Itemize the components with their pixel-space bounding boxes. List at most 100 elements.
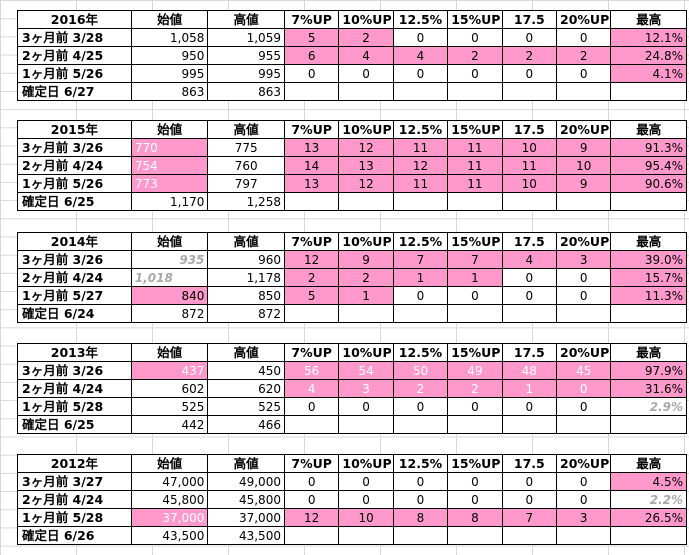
high-cell[interactable]: 863	[207, 82, 285, 101]
count-cell[interactable]: 12	[338, 138, 394, 157]
high-cell[interactable]: 955	[207, 46, 285, 65]
count-cell[interactable]: 0	[338, 472, 394, 491]
empty-cell[interactable]	[610, 192, 687, 211]
empty-cell[interactable]	[555, 82, 612, 101]
row-label[interactable]: 確定日 6/25	[17, 415, 132, 434]
row-label[interactable]: 2ヶ月前 4/24	[17, 379, 132, 398]
row-label[interactable]: 確定日 6/26	[17, 526, 132, 545]
header-17-5[interactable]: 17.5	[501, 454, 558, 473]
max-cell[interactable]: 95.4%	[610, 156, 687, 175]
header-15up[interactable]: 15%UP	[447, 10, 503, 29]
count-cell[interactable]: 2	[447, 379, 503, 398]
start-cell[interactable]: 935	[130, 250, 209, 269]
max-cell[interactable]: 2.9%	[610, 397, 687, 416]
count-cell[interactable]: 11	[392, 174, 449, 193]
header-10up[interactable]: 10%UP	[338, 454, 394, 473]
header-max[interactable]: 最高	[610, 343, 687, 362]
start-cell[interactable]: 43,500	[130, 526, 209, 545]
count-cell[interactable]: 12	[338, 174, 394, 193]
header-17-5[interactable]: 17.5	[501, 232, 558, 251]
empty-cell[interactable]	[338, 415, 394, 434]
high-cell[interactable]: 760	[207, 156, 285, 175]
max-cell[interactable]: 15.7%	[610, 268, 687, 287]
max-cell[interactable]: 11.3%	[610, 286, 687, 305]
row-label[interactable]: 2ヶ月前 4/24	[17, 156, 132, 175]
count-cell[interactable]: 0	[501, 286, 558, 305]
year-cell[interactable]: 2016年	[17, 10, 132, 29]
row-label[interactable]: 1ヶ月前 5/28	[17, 508, 132, 527]
max-cell[interactable]: 91.3%	[610, 138, 687, 157]
count-cell[interactable]: 9	[555, 174, 612, 193]
max-cell[interactable]: 4.1%	[610, 64, 687, 83]
header-15up[interactable]: 15%UP	[447, 232, 503, 251]
count-cell[interactable]: 13	[338, 156, 394, 175]
empty-cell[interactable]	[610, 415, 687, 434]
high-cell[interactable]: 49,000	[207, 472, 285, 491]
year-cell[interactable]: 2015年	[17, 120, 132, 139]
empty-cell[interactable]	[283, 526, 340, 545]
count-cell[interactable]: 0	[555, 379, 612, 398]
count-cell[interactable]: 0	[447, 472, 503, 491]
high-cell[interactable]: 850	[207, 286, 285, 305]
count-cell[interactable]: 0	[392, 490, 449, 509]
count-cell[interactable]: 14	[283, 156, 340, 175]
high-cell[interactable]: 43,500	[207, 526, 285, 545]
count-cell[interactable]: 0	[447, 490, 503, 509]
count-cell[interactable]: 0	[501, 397, 558, 416]
count-cell[interactable]: 4	[283, 379, 340, 398]
empty-cell[interactable]	[392, 192, 449, 211]
count-cell[interactable]: 0	[447, 28, 503, 47]
count-cell[interactable]: 2	[283, 268, 340, 287]
header-high[interactable]: 高値	[207, 454, 285, 473]
header-7up[interactable]: 7%UP	[283, 10, 340, 29]
empty-cell[interactable]	[501, 526, 558, 545]
count-cell[interactable]: 0	[447, 64, 503, 83]
header-7up[interactable]: 7%UP	[283, 343, 340, 362]
row-label[interactable]: 1ヶ月前 5/26	[17, 174, 132, 193]
count-cell[interactable]: 0	[555, 472, 612, 491]
start-cell[interactable]: 37,000	[130, 508, 209, 527]
header-12-5[interactable]: 12.5%	[392, 454, 449, 473]
count-cell[interactable]: 0	[392, 28, 449, 47]
row-label[interactable]: 2ヶ月前 4/24	[17, 490, 132, 509]
count-cell[interactable]: 2	[501, 46, 558, 65]
header-start[interactable]: 始値	[130, 454, 209, 473]
header-12-5[interactable]: 12.5%	[392, 120, 449, 139]
count-cell[interactable]: 4	[501, 250, 558, 269]
row-label[interactable]: 3ヶ月前 3/26	[17, 138, 132, 157]
header-7up[interactable]: 7%UP	[283, 454, 340, 473]
start-cell[interactable]: 995	[130, 64, 209, 83]
count-cell[interactable]: 0	[392, 472, 449, 491]
header-12-5[interactable]: 12.5%	[392, 232, 449, 251]
count-cell[interactable]: 10	[555, 156, 612, 175]
high-cell[interactable]: 872	[207, 304, 285, 323]
empty-cell[interactable]	[338, 304, 394, 323]
row-label[interactable]: 確定日 6/27	[17, 82, 132, 101]
empty-cell[interactable]	[610, 82, 687, 101]
header-high[interactable]: 高値	[207, 120, 285, 139]
row-label[interactable]: 3ヶ月前 3/27	[17, 472, 132, 491]
start-cell[interactable]: 773	[130, 174, 209, 193]
header-20up[interactable]: 20%UP	[555, 10, 612, 29]
count-cell[interactable]: 45	[555, 361, 612, 380]
header-max[interactable]: 最高	[610, 10, 687, 29]
count-cell[interactable]: 6	[283, 46, 340, 65]
max-cell[interactable]: 97.9%	[610, 361, 687, 380]
header-10up[interactable]: 10%UP	[338, 120, 394, 139]
count-cell[interactable]: 7	[447, 250, 503, 269]
count-cell[interactable]: 10	[501, 174, 558, 193]
count-cell[interactable]: 13	[283, 174, 340, 193]
row-label[interactable]: 1ヶ月前 5/26	[17, 64, 132, 83]
count-cell[interactable]: 9	[555, 138, 612, 157]
header-12-5[interactable]: 12.5%	[392, 10, 449, 29]
empty-cell[interactable]	[283, 192, 340, 211]
count-cell[interactable]: 0	[338, 397, 394, 416]
max-cell[interactable]: 39.0%	[610, 250, 687, 269]
empty-cell[interactable]	[447, 82, 503, 101]
count-cell[interactable]: 11	[447, 138, 503, 157]
row-label[interactable]: 3ヶ月前 3/26	[17, 361, 132, 380]
empty-cell[interactable]	[283, 415, 340, 434]
year-cell[interactable]: 2012年	[17, 454, 132, 473]
count-cell[interactable]: 0	[501, 472, 558, 491]
header-20up[interactable]: 20%UP	[555, 454, 612, 473]
